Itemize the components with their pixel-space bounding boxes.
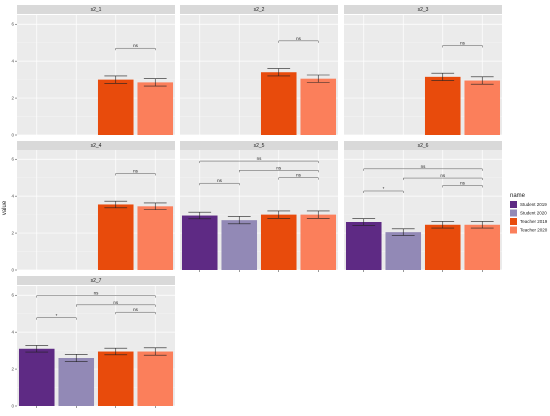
strip-background [17,5,175,14]
bar-student-2019 [181,215,218,270]
significance-bracket [115,173,156,176]
y-tick-label: 6 [11,157,14,162]
legend-swatch [510,201,517,208]
facet-panel-s2_4: s2_4 0 2 4 6 ns [11,141,175,273]
bar-teacher-2019 [260,72,297,135]
strip-label: s2_4 [91,143,102,149]
strip-label: s2_2 [254,7,265,13]
significance-label: ns [440,173,446,178]
facet-panel-s2_3: s2_3ns [344,5,502,136]
strip-label: s2_1 [91,7,102,13]
significance-label: ns [460,40,466,45]
significance-bracket [442,45,483,48]
significance-bracket [199,160,319,164]
significance-label: ns [296,173,302,178]
strip-background [180,141,338,150]
strip-label: s2_7 [91,278,102,284]
y-tick-label: 4 [11,330,14,335]
significance-label: ns [257,156,263,161]
bar-teacher-2020 [464,224,501,270]
bar-teacher-2020 [300,78,337,135]
y-tick-label: 0 [11,404,14,409]
facet-panel-s2_6: s2_6ns ns * ns [344,141,502,272]
y-tick-label: 6 [11,22,14,27]
legend-title: name [510,193,526,199]
significance-label: ns [133,43,139,48]
y-tick-label: 0 [11,268,14,273]
strip-label: s2_3 [418,7,429,13]
y-tick-label: 4 [11,59,14,64]
significance-label: ns [113,300,119,305]
significance-label: ns [94,291,100,296]
significance-bracket [115,47,156,51]
significance-bracket [278,40,319,43]
bar-student-2019 [345,222,382,270]
facet-panel-s2_1: s2_1 0 2 4 6 ns [11,5,175,138]
strip-background [344,5,502,14]
significance-bracket [403,177,483,181]
significance-bracket [363,190,404,193]
significance-bracket [239,170,319,173]
strip-background [17,276,175,285]
strip-label: s2_5 [254,143,265,149]
bar-teacher-2020 [137,206,174,270]
legend-swatch [510,209,517,217]
significance-label: ns [460,180,466,185]
significance-label: * [383,186,385,191]
significance-label: ns [276,165,282,170]
strip-label: s2_6 [418,143,429,149]
bar-student-2020 [58,358,95,406]
bar-teacher-2019 [97,351,134,406]
bar-teacher-2020 [137,82,174,135]
facet-panels: s2_10246nss2_2nss2_3nss2_40246nss2_5nsns… [11,5,502,409]
facet-panel-s2_7: s2_7 0 2 4 6 ns ns * ns [11,276,175,409]
significance-label: ns [217,178,223,183]
significance-bracket [36,317,77,320]
significance-bracket [363,168,483,171]
bar-student-2020 [221,220,258,270]
y-tick-label: 0 [11,133,14,138]
bar-teacher-2019 [97,204,134,270]
legend-label: Teacher 2019 [520,219,548,224]
bar-teacher-2020 [137,351,174,406]
y-tick-label: 2 [11,231,14,236]
significance-label: * [56,313,58,318]
facet-panel-s2_5: s2_5ns ns ns ns [180,141,338,272]
significance-bracket [199,182,240,186]
strip-background [17,141,175,150]
bar-student-2019 [18,348,55,406]
significance-bracket [278,177,319,180]
legend-swatch [510,218,517,225]
bar-teacher-2019 [424,224,461,270]
legend-label: Student 2019 [520,202,547,207]
significance-bracket [442,185,483,188]
strip-background [180,5,338,14]
bar-teacher-2020 [300,214,337,270]
strip-background [344,141,502,150]
bar-teacher-2019 [260,214,297,270]
y-axis-title: value [2,200,8,215]
legend-swatch [510,226,517,234]
significance-bracket [115,311,156,315]
significance-label: ns [133,168,139,173]
y-tick-label: 4 [11,194,14,199]
legend-label: Student 2020 [520,211,547,216]
bar-student-2020 [385,232,422,270]
y-tick-label: 2 [11,96,14,101]
facet-panel-s2_2: s2_2ns [180,5,338,136]
significance-label: ns [296,36,302,41]
significance-label: ns [421,164,427,169]
legend: name Student 2019 Student 2020 Teacher 201… [510,193,548,234]
y-tick-label: 6 [11,293,14,298]
bar-teacher-2019 [424,76,461,135]
significance-bracket [76,304,156,307]
bar-teacher-2020 [464,80,501,135]
legend-label: Teacher 2020 [520,228,548,233]
bar-teacher-2019 [97,79,134,135]
significance-bracket [36,295,156,298]
y-tick-label: 2 [11,367,14,372]
significance-label: ns [133,307,139,312]
